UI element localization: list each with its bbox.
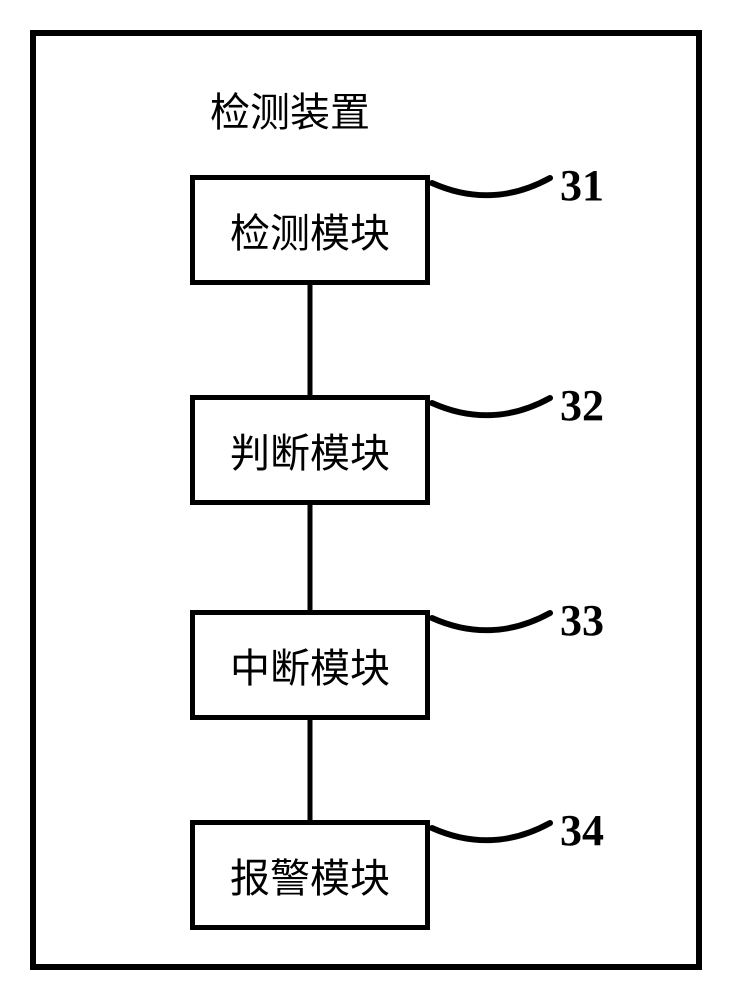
box-interrupt-label: 中断模块 [230, 636, 390, 694]
box-detect-label: 检测模块 [230, 201, 390, 259]
box-detect: 检测模块 [190, 175, 430, 285]
box-alarm-label: 报警模块 [230, 846, 390, 904]
num-label-34: 34 [560, 805, 604, 856]
diagram-title: 检测装置 [210, 80, 370, 138]
box-judge: 判断模块 [190, 395, 430, 505]
box-interrupt: 中断模块 [190, 610, 430, 720]
box-alarm: 报警模块 [190, 820, 430, 930]
box-judge-label: 判断模块 [230, 421, 390, 479]
num-label-33: 33 [560, 595, 604, 646]
num-label-32: 32 [560, 380, 604, 431]
num-label-31: 31 [560, 160, 604, 211]
diagram-canvas: 检测装置 检测模块 判断模块 中断模块 报警模块 31 32 33 34 [0, 0, 732, 1000]
